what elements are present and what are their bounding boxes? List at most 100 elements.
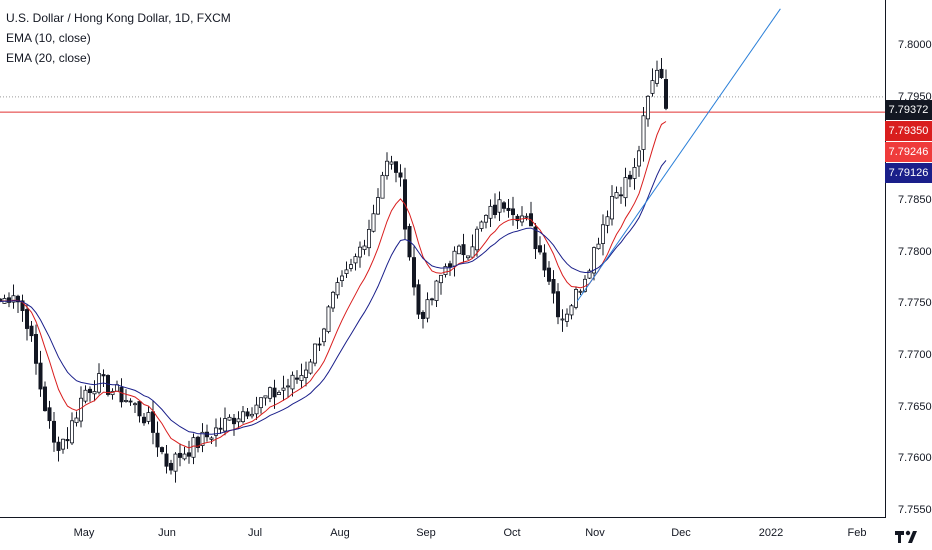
candle-body xyxy=(628,174,633,180)
candle-body xyxy=(483,214,488,223)
candle-body xyxy=(263,395,268,399)
candle-body xyxy=(366,229,371,249)
candle xyxy=(353,253,358,271)
candle-body xyxy=(510,208,515,216)
candle-body xyxy=(308,361,313,374)
candle xyxy=(470,234,475,258)
candle-body xyxy=(655,69,660,84)
candle-body xyxy=(312,343,317,364)
candle xyxy=(267,386,272,403)
candle xyxy=(601,214,606,256)
candle xyxy=(357,241,362,268)
candle-body xyxy=(479,221,484,229)
candle-body xyxy=(605,216,610,226)
candle xyxy=(263,395,268,406)
candle-body xyxy=(596,243,601,250)
candle xyxy=(47,400,52,429)
candle xyxy=(565,308,570,327)
candle xyxy=(249,407,254,419)
candle xyxy=(61,438,66,454)
candle-body xyxy=(565,313,570,322)
candle-body xyxy=(425,299,430,319)
candle xyxy=(240,406,245,424)
candle xyxy=(524,213,529,221)
candle-body xyxy=(97,373,102,393)
candle-body xyxy=(245,411,250,417)
candle xyxy=(578,289,583,296)
candle-body xyxy=(456,245,461,255)
candle xyxy=(290,371,295,397)
candle xyxy=(164,444,169,474)
legend-ema20[interactable]: EMA (20, close) xyxy=(6,51,91,65)
candle xyxy=(182,446,187,461)
candle-body xyxy=(474,228,479,251)
candle-body xyxy=(254,404,259,415)
candle-body xyxy=(560,318,565,321)
candle xyxy=(0,298,3,303)
candle xyxy=(56,436,61,462)
candle xyxy=(533,223,538,259)
candle xyxy=(209,436,214,445)
candle xyxy=(384,152,389,180)
candle-body xyxy=(619,194,624,197)
candle xyxy=(344,261,349,279)
candle xyxy=(321,327,326,347)
candle xyxy=(88,386,93,402)
candle xyxy=(294,370,299,384)
candle-body xyxy=(632,166,637,179)
candle xyxy=(520,206,525,227)
price-tick-label: 7.76500 xyxy=(898,400,932,413)
candle-body xyxy=(164,453,169,467)
candle xyxy=(110,388,115,400)
candle-body xyxy=(119,387,124,403)
candle xyxy=(308,358,313,375)
candle-body xyxy=(303,369,308,379)
candle-body xyxy=(132,403,137,406)
candle xyxy=(465,255,470,260)
candle xyxy=(628,170,633,188)
candle xyxy=(501,201,506,213)
candle-body xyxy=(452,250,457,267)
candle xyxy=(560,309,565,332)
time-tick-label: Jul xyxy=(247,527,263,539)
candle-body xyxy=(650,80,655,94)
candle xyxy=(434,279,439,308)
candle xyxy=(106,374,111,397)
candle xyxy=(366,219,371,257)
candle xyxy=(380,171,385,199)
candle xyxy=(155,421,160,457)
candle-body xyxy=(578,290,583,293)
tradingview-logo-icon[interactable] xyxy=(893,528,923,546)
ema20-line[interactable] xyxy=(0,160,667,435)
candle-body xyxy=(389,161,394,165)
candle xyxy=(303,361,308,387)
candle-body xyxy=(236,418,241,423)
candle-body xyxy=(587,270,592,279)
candle-body xyxy=(272,387,277,398)
candle-body xyxy=(38,362,43,390)
candle xyxy=(281,375,286,401)
candle xyxy=(34,324,39,375)
candle xyxy=(551,270,556,304)
candle xyxy=(456,244,461,255)
candle xyxy=(474,226,479,257)
trendline-group[interactable] xyxy=(576,8,781,302)
legend-title[interactable]: U.S. Dollar / Hong Kong Dollar, 1D, FXCM xyxy=(6,11,231,25)
candle xyxy=(200,423,205,453)
candle xyxy=(506,198,511,218)
time-tick-label: Dec xyxy=(671,527,691,539)
candle-body xyxy=(547,267,552,282)
candle-body xyxy=(506,207,511,211)
candle xyxy=(299,363,304,388)
ema10-line[interactable] xyxy=(0,121,667,449)
trendline[interactable] xyxy=(576,8,781,302)
legend-ema10[interactable]: EMA (10, close) xyxy=(6,31,91,45)
candle-body xyxy=(65,439,70,442)
candlesticks xyxy=(0,57,669,483)
candle xyxy=(425,292,430,323)
candle xyxy=(11,284,16,309)
candle xyxy=(574,286,579,310)
candle xyxy=(655,60,660,87)
candle xyxy=(569,303,574,320)
